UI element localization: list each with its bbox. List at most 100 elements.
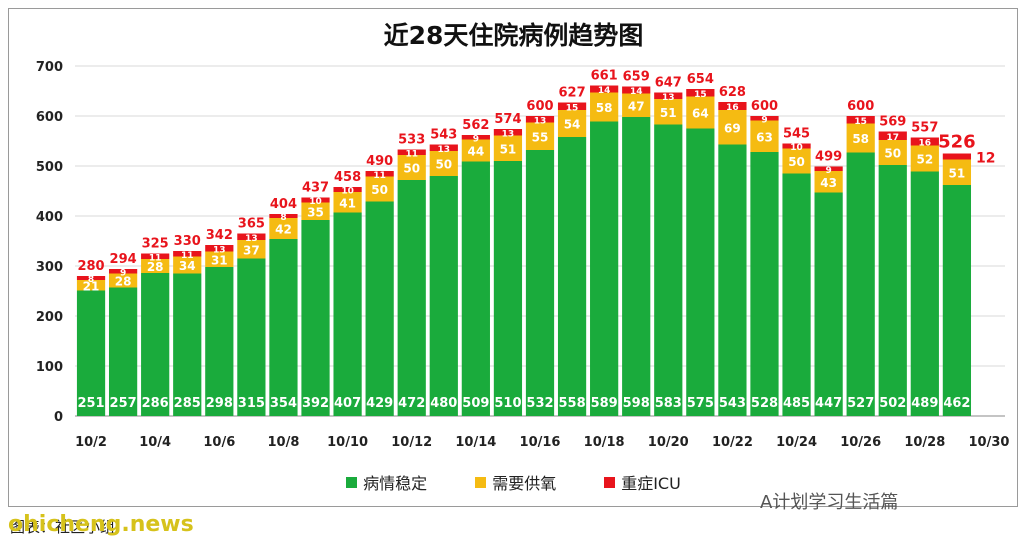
data-label-icu: 9 — [825, 166, 831, 176]
total-label: 557 — [911, 121, 938, 136]
y-tick-label: 300 — [36, 260, 63, 275]
bar-segment-oxygen — [910, 145, 939, 172]
data-label-icu: 17 — [886, 133, 899, 143]
bar-segment-icu — [333, 187, 362, 192]
chart-caption: 图表：社区小组 — [10, 518, 116, 536]
bar-segment-oxygen — [590, 92, 619, 122]
total-label: 600 — [526, 99, 553, 114]
x-tick-label: 10/18 — [584, 435, 625, 450]
total-label: 490 — [366, 154, 393, 169]
data-label-icu: 13 — [245, 234, 258, 244]
bar-segment-oxygen — [301, 202, 330, 220]
bar-segment-oxygen — [173, 256, 202, 274]
x-tick-label: 10/4 — [139, 435, 171, 450]
x-tick-label: 10/10 — [327, 435, 368, 450]
bar-segment-icu — [365, 171, 394, 177]
data-label-icu: 13 — [502, 129, 515, 139]
bar-segment-oxygen — [333, 192, 362, 213]
bar-segment-icu — [654, 92, 683, 99]
data-label-oxygen: 31 — [211, 253, 228, 267]
bar-segment-stable — [814, 192, 843, 416]
data-label-icu: 11 — [181, 251, 194, 261]
data-label-stable: 354 — [270, 396, 297, 411]
x-tick-label: 10/6 — [203, 435, 235, 450]
data-label-stable: 489 — [911, 396, 938, 411]
bar-segment-oxygen — [205, 251, 234, 267]
total-label: 325 — [142, 237, 169, 252]
x-tick-label: 10/14 — [455, 435, 496, 450]
data-label-stable: 472 — [398, 396, 425, 411]
total-label: 661 — [591, 69, 618, 84]
data-label-stable: 298 — [206, 396, 233, 411]
bar-segment-stable — [269, 239, 298, 416]
total-label: 280 — [77, 259, 104, 274]
total-label: 569 — [879, 115, 906, 130]
data-label-oxygen: 37 — [243, 243, 260, 257]
bar-segment-stable — [141, 273, 170, 416]
bar-segment-stable — [365, 201, 394, 416]
x-tick-label: 10/26 — [840, 435, 881, 450]
y-tick-label: 400 — [36, 210, 63, 225]
y-tick-label: 500 — [36, 160, 63, 175]
bar-segment-oxygen — [525, 122, 555, 150]
x-tick-label: 10/16 — [520, 435, 561, 450]
bar-segment-oxygen — [557, 110, 587, 137]
bar-segment-oxygen — [237, 240, 266, 259]
bar-segment-icu — [525, 116, 555, 123]
site-watermark: ohicheng.news — [8, 512, 194, 537]
bar-segment-oxygen — [397, 155, 426, 180]
data-label-oxygen: 58 — [852, 132, 869, 146]
bar-segment-stable — [108, 287, 138, 416]
bar-segment-icu — [910, 137, 939, 146]
bar-segment-icu — [718, 102, 747, 110]
data-label-oxygen: 69 — [724, 121, 741, 135]
data-label-stable: 462 — [943, 396, 970, 411]
total-label: 545 — [783, 127, 810, 142]
bar-segment-stable — [429, 176, 458, 416]
y-tick-label: 700 — [36, 60, 63, 75]
data-label-icu: 9 — [473, 134, 479, 144]
data-label-oxygen: 51 — [660, 106, 677, 120]
bar-segment-icu — [782, 143, 811, 149]
x-tick-label: 10/20 — [648, 435, 689, 450]
data-label-oxygen: 50 — [403, 162, 420, 176]
x-tick-label: 10/8 — [268, 435, 300, 450]
bar-segment-oxygen — [878, 140, 907, 165]
data-label-stable: 407 — [334, 396, 361, 411]
wechat-watermark: A计划学习生活篇 — [760, 492, 899, 513]
data-label-oxygen: 51 — [949, 166, 966, 180]
bar-segment-oxygen — [846, 123, 875, 153]
data-label-oxygen: 42 — [275, 223, 292, 237]
bar-segment-icu — [814, 166, 843, 171]
data-label-oxygen: 44 — [468, 145, 485, 159]
bar-segment-icu — [429, 144, 458, 151]
bar-segment-oxygen — [141, 259, 170, 273]
bar-segment-stable — [461, 161, 490, 416]
data-label-icu: 10 — [790, 143, 803, 153]
bar-segment-icu — [878, 131, 907, 140]
bar-segment-stable — [76, 290, 106, 416]
bar-segment-oxygen — [718, 110, 747, 145]
data-label-stable: 509 — [462, 396, 489, 411]
bar-segment-stable — [622, 117, 651, 416]
data-label-oxygen: 28 — [115, 275, 132, 289]
data-label-icu: 16 — [919, 139, 932, 149]
bar-segment-stable — [686, 128, 715, 416]
data-label-oxygen: 58 — [596, 101, 613, 115]
data-label-stable: 558 — [558, 396, 585, 411]
data-label-stable: 583 — [655, 396, 682, 411]
bar-segment-stable — [846, 152, 875, 416]
data-label-stable: 251 — [77, 396, 104, 411]
x-tick-label: 10/28 — [904, 435, 945, 450]
bar-segment-oxygen — [76, 280, 106, 291]
data-label-icu: 14 — [598, 86, 611, 96]
total-label: 647 — [655, 76, 682, 91]
bar-segment-icu — [205, 245, 234, 252]
data-label-icu: 13 — [438, 145, 451, 155]
bar-segment-oxygen — [365, 176, 394, 202]
bar-segment-stable — [333, 212, 362, 416]
bar-segment-icu — [141, 253, 170, 259]
y-tick-label: 100 — [36, 360, 63, 375]
data-label-stable: 532 — [526, 396, 553, 411]
